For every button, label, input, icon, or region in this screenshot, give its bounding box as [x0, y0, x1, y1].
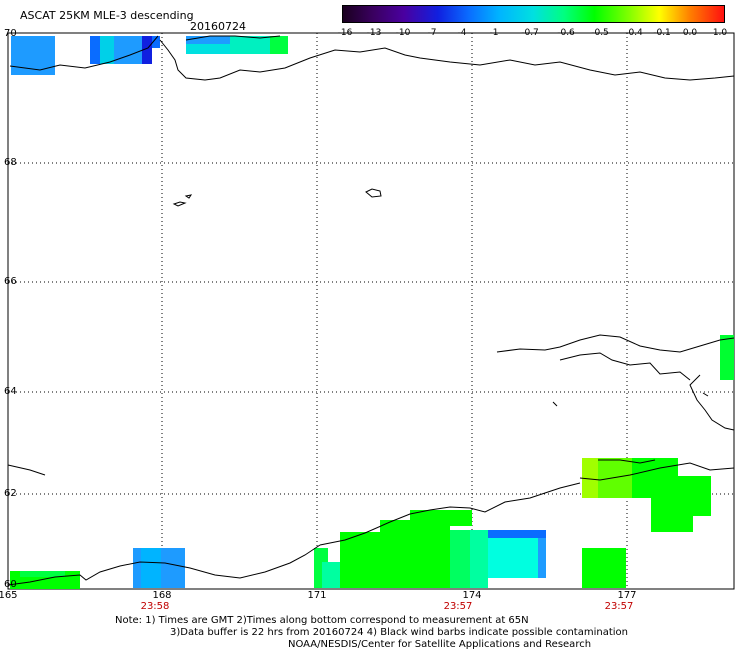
colorbar: [342, 5, 725, 23]
lat-label: 66: [4, 276, 17, 287]
map-frame: [7, 32, 735, 590]
wind-swath-east: [582, 458, 711, 588]
map-date: 20160724: [190, 20, 246, 33]
lat-label: 68: [4, 157, 17, 168]
footer-note-1: Note: 1) Times are GMT 2)Times along bot…: [115, 615, 529, 626]
pass-time: 23:57: [604, 601, 634, 612]
map-title: ASCAT 25KM MLE-3 descending: [20, 9, 194, 22]
lon-label: 174: [462, 590, 482, 601]
lat-label: 70: [4, 28, 17, 39]
wind-swath-west: [10, 548, 185, 589]
lon-label: 177: [617, 590, 637, 601]
lat-label: 64: [4, 386, 17, 397]
wind-swath-top: [11, 36, 288, 75]
wind-swath-central: [314, 510, 546, 588]
graticule: [8, 33, 734, 589]
footer-credit: NOAA/NESDIS/Center for Satellite Applica…: [288, 639, 592, 650]
pass-time: 23:57: [443, 601, 473, 612]
lat-label: 62: [4, 488, 17, 499]
lon-label: 168: [152, 590, 172, 601]
lon-label: 171: [307, 590, 327, 601]
footer-note-2: 3)Data buffer is 22 hrs from 20160724 4)…: [170, 627, 628, 638]
pass-time: 23:58: [140, 601, 170, 612]
lon-label: 165: [0, 590, 18, 601]
lat-label: 60: [4, 579, 17, 590]
coastline: [7, 35, 735, 586]
wind-swath-right-edge: [720, 335, 734, 380]
